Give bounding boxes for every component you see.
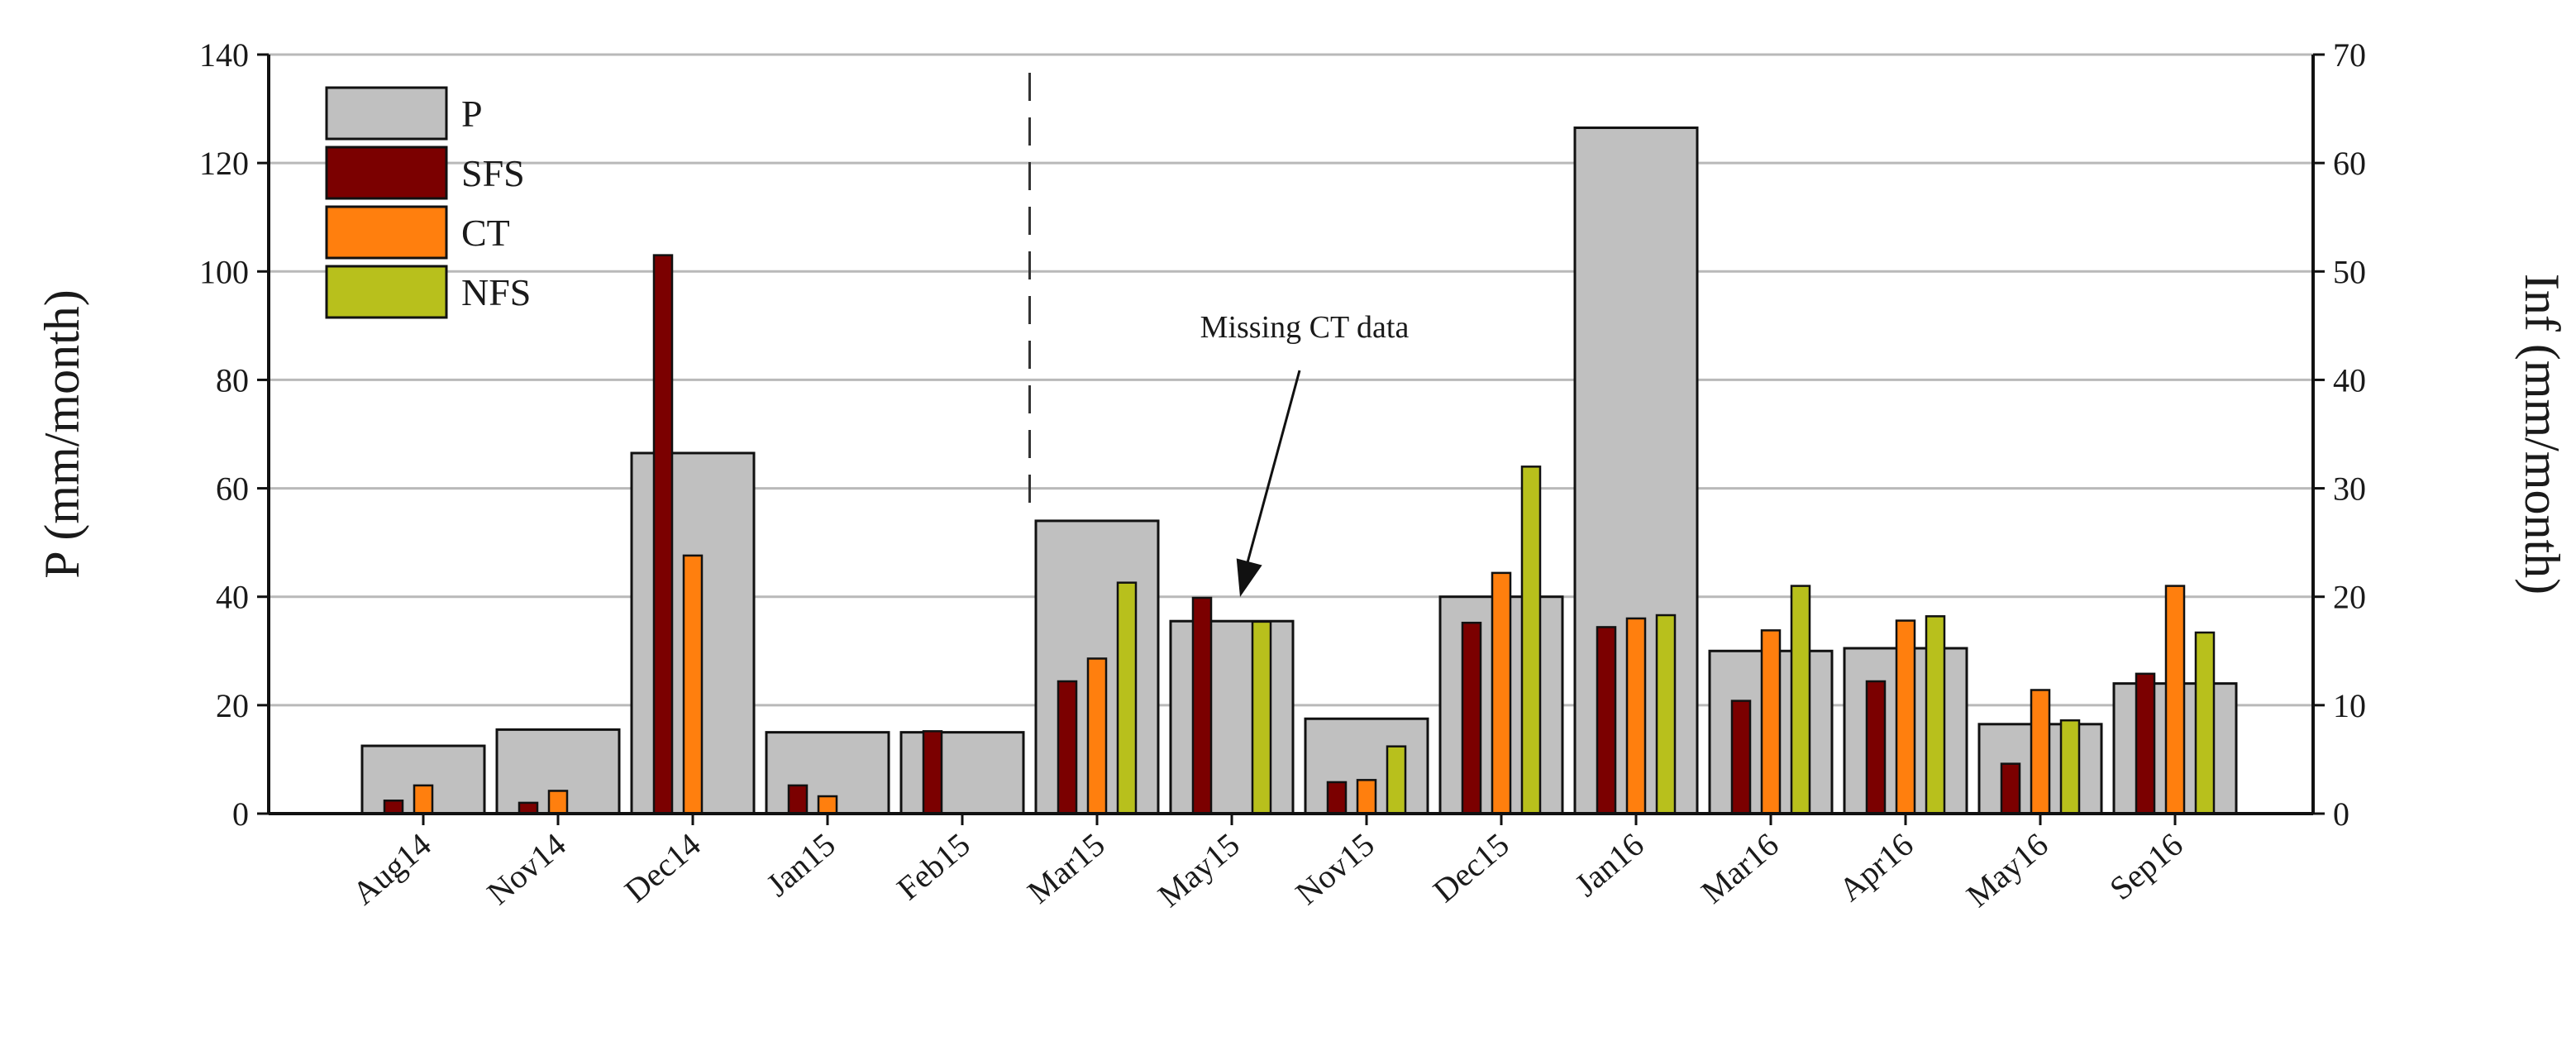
legend-swatch-P (325, 86, 448, 141)
x-tick-label: Dec15 (1426, 825, 1516, 910)
annotation-arrow-line (1245, 370, 1301, 566)
y2-tick-label: 20 (2333, 579, 2366, 616)
bar-SFS-Jan16 (1596, 626, 1617, 815)
bar-CT-Nov15 (1356, 779, 1377, 815)
bar-CT-Jan15 (817, 795, 838, 815)
y2-axis-title: Inf (mm/month) (2515, 274, 2569, 595)
bar-NFS-May15 (1251, 620, 1272, 815)
y2-tick-label: 40 (2333, 361, 2366, 399)
x-tick-label: Sep16 (2102, 825, 2190, 907)
bar-NFS-Nov15 (1386, 745, 1407, 815)
bar-NFS-Jan16 (1655, 614, 1677, 815)
y-tick-label: 0 (232, 795, 249, 833)
annotation-text: Missing CT data (1200, 310, 1410, 345)
x-tick-label: Dec14 (618, 825, 708, 910)
y-tick-label: 60 (216, 470, 249, 508)
bar-CT-May16 (2030, 689, 2051, 815)
y2-tick-label: 60 (2333, 145, 2366, 182)
bar-CT-Mar16 (1760, 629, 1782, 815)
bar-SFS-Aug14 (383, 800, 404, 815)
x-tick-label: May15 (1151, 825, 1247, 914)
x-tick-label: Jan15 (759, 825, 842, 903)
annotation: Missing CT data (1200, 310, 1410, 597)
bar-SFS-Apr16 (1865, 680, 1887, 815)
x-tick-label: Feb15 (890, 825, 977, 907)
x-tick-label: Aug14 (345, 825, 437, 911)
bar-SFS-Feb15 (922, 730, 943, 815)
y-tick-label: 120 (199, 145, 249, 182)
bar-SFS-May16 (2000, 762, 2021, 815)
bar-P-May15 (1169, 619, 1295, 815)
annotation-arrowhead (1236, 558, 1262, 597)
legend-swatch-SFS (325, 146, 448, 200)
legend-label-SFS: SFS (461, 152, 525, 194)
bar-CT-Nov14 (547, 790, 569, 815)
bar-NFS-Mar16 (1790, 585, 1811, 815)
bar-CT-Sep16 (2164, 585, 2186, 815)
bar-NFS-Sep16 (2194, 631, 2216, 815)
bar-SFS-Jan15 (787, 784, 809, 815)
x-tick-label: May16 (1959, 825, 2055, 914)
x-tick-label: Nov14 (479, 825, 572, 911)
gridlines (269, 53, 2313, 707)
y2-tick-label: 50 (2333, 253, 2366, 290)
legend-label-CT: CT (461, 212, 510, 254)
bar-SFS-Sep16 (2135, 672, 2156, 815)
bar-NFS-Apr16 (1925, 615, 1946, 815)
bar-SFS-Mar16 (1730, 700, 1752, 815)
bar-SFS-Nov15 (1326, 781, 1348, 815)
bar-NFS-May16 (2059, 719, 2081, 815)
bar-SFS-Mar15 (1057, 680, 1078, 815)
bar-CT-Aug14 (413, 784, 434, 815)
y-tick-label: 20 (216, 687, 249, 724)
x-tick-label: Jan16 (1567, 825, 1650, 903)
x-tick-label: Nov15 (1288, 825, 1381, 911)
x-tick-label: Apr16 (1832, 825, 1920, 908)
y-axis-title: P (mm/month) (35, 289, 89, 578)
bar-NFS-Dec15 (1520, 466, 1542, 815)
legend-swatch-NFS (325, 265, 448, 319)
bar-CT-Dec14 (682, 554, 704, 815)
bar-NFS-Mar15 (1116, 581, 1138, 815)
bar-CT-Dec15 (1491, 571, 1512, 815)
axes (267, 55, 2315, 815)
bar-CT-Jan16 (1625, 617, 1647, 815)
legend-swatch-CT (325, 205, 448, 260)
y-tick-label: 100 (199, 253, 249, 290)
bar-SFS-Dec14 (652, 254, 674, 815)
left-axis-ticks: 0 20 40 60 80 100 120 140 (199, 36, 269, 833)
legend: P SFS CT NFS (325, 86, 531, 319)
y2-tick-label: 0 (2333, 795, 2349, 833)
bars (360, 127, 2238, 815)
y-tick-label: 140 (199, 36, 249, 74)
y2-tick-label: 30 (2333, 470, 2366, 508)
bar-CT-Mar15 (1086, 657, 1108, 815)
y2-tick-label: 70 (2333, 36, 2366, 74)
x-axis-labels: Aug14 Nov14 Dec14 Jan15 Feb15 Mar15 May15 Nov15… (345, 814, 2190, 914)
right-axis-ticks: 0 10 20 30 40 50 60 70 (2313, 36, 2366, 833)
y2-tick-label: 10 (2333, 687, 2366, 724)
bar-CT-Apr16 (1895, 619, 1916, 815)
bar-P-Feb15 (899, 731, 1025, 815)
bar-SFS-Dec15 (1461, 621, 1482, 815)
y-tick-label: 80 (216, 361, 249, 399)
x-tick-label: Mar16 (1694, 825, 1786, 910)
legend-label-P: P (461, 93, 483, 135)
x-tick-label: Mar15 (1020, 825, 1112, 910)
y-tick-label: 40 (216, 579, 249, 616)
bar-SFS-May15 (1191, 596, 1213, 815)
legend-label-NFS: NFS (461, 271, 531, 313)
